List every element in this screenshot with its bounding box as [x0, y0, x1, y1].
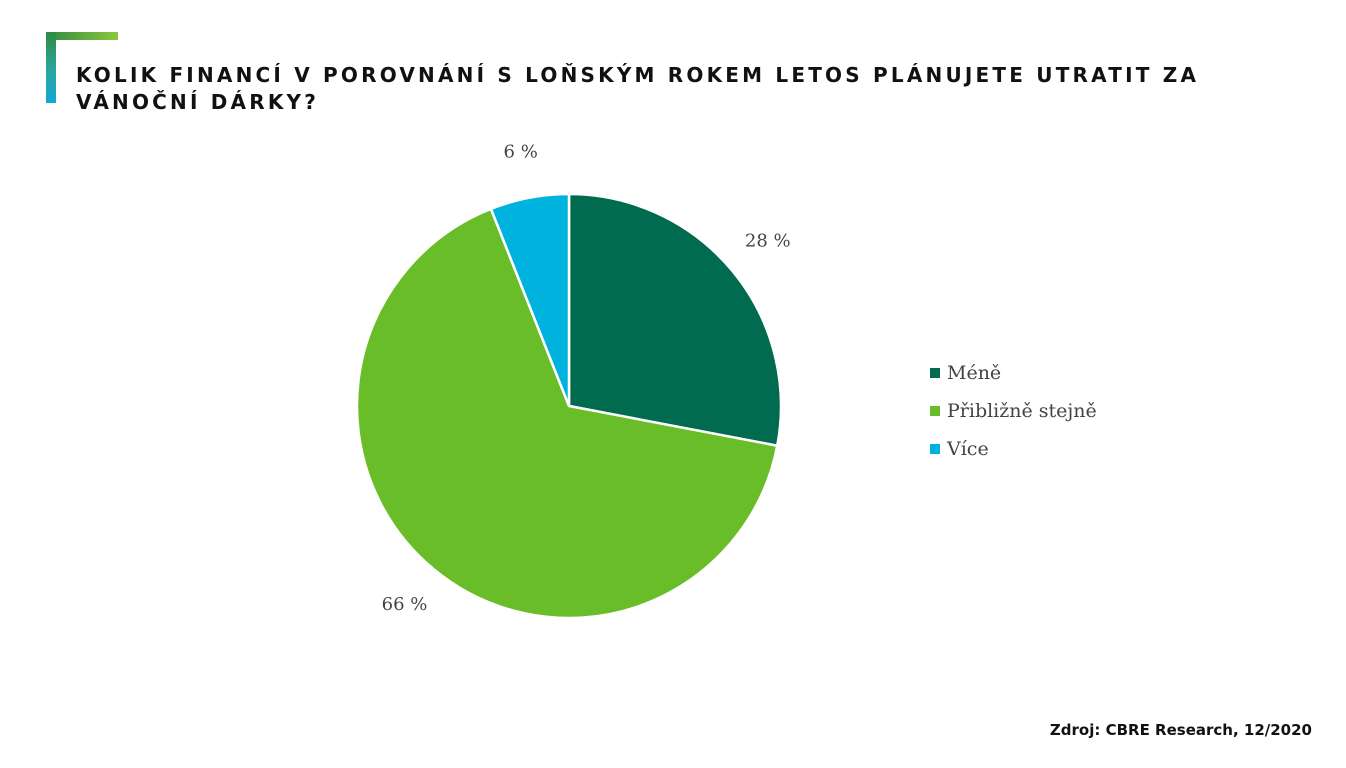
pie-label-mene: 28 %: [745, 231, 791, 252]
pie-slice-vice: [489, 192, 571, 408]
legend-item-mene: Méně: [930, 354, 1097, 392]
pie-label-priblizne-stejne: 66 %: [382, 594, 428, 615]
pie-slices: [355, 192, 783, 620]
chart-legend: Méně Přibližně stejně Více: [930, 354, 1097, 468]
pie-slice-priblizne-stejne: [355, 207, 779, 620]
legend-swatch-vice: [930, 444, 940, 454]
legend-label-vice: Více: [947, 438, 989, 460]
pie-slice-mene: [567, 192, 783, 447]
corner-accent-vertical: [46, 32, 56, 103]
legend-label-priblizne-stejne: Přibližně stejně: [947, 400, 1097, 422]
legend-swatch-priblizne-stejne: [930, 406, 940, 416]
source-note: Zdroj: CBRE Research, 12/2020: [1049, 721, 1312, 739]
corner-accent-decoration: [46, 32, 118, 104]
pie-slice-labels: 28 % 66 % 6 %: [382, 142, 791, 615]
pie-label-vice: 6 %: [504, 142, 538, 163]
page-title: KOLIK FINANCÍ V POROVNÁNÍ S LOŇSKÝM ROKE…: [76, 63, 1200, 114]
corner-accent-horizontal: [46, 32, 118, 40]
legend-item-priblizne-stejne: Přibližně stejně: [930, 392, 1097, 430]
legend-item-vice: Více: [930, 430, 1097, 468]
legend-label-mene: Méně: [947, 362, 1002, 384]
legend-swatch-mene: [930, 368, 940, 378]
